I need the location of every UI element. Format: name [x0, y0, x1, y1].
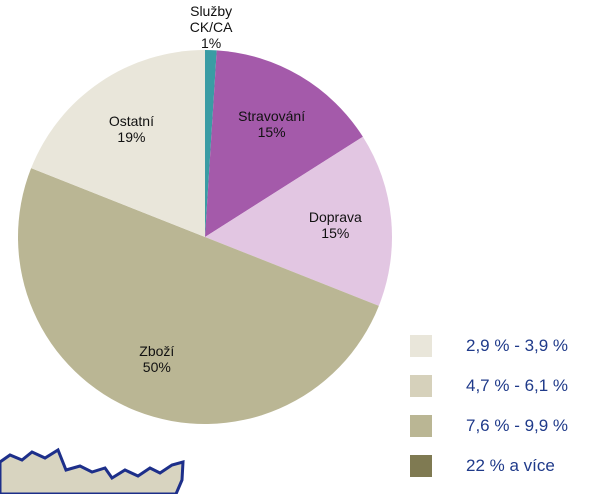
legend-swatch — [410, 375, 432, 397]
pie-slice — [17, 168, 379, 425]
slice-label: Ostatní 19% — [91, 113, 171, 145]
slice-name: Doprava — [308, 208, 362, 225]
legend-swatch — [410, 455, 432, 477]
slice-value: 15% — [321, 224, 350, 241]
slice-label: Stravování 15% — [232, 108, 312, 140]
slice-name: Služby CK/CA — [189, 3, 233, 36]
pie-slice — [205, 50, 217, 237]
legend-label: 7,6 % - 9,9 % — [466, 416, 569, 435]
legend-label: 4,7 % - 6,1 % — [466, 376, 569, 395]
legend-label: 2,9 % - 3,9 % — [466, 336, 569, 355]
slice-label: Doprava 15% — [295, 209, 375, 241]
pie-slice — [31, 50, 205, 237]
slice-value: 15% — [257, 124, 286, 141]
pie-slice — [205, 136, 392, 306]
pie-slice — [205, 50, 363, 237]
map-outline — [0, 447, 185, 494]
slice-name: Zboží — [139, 342, 175, 359]
slice-value: 19% — [117, 128, 146, 145]
slice-name: Ostatní — [108, 112, 154, 129]
slice-label: Služby CK/CA 1% — [186, 3, 236, 51]
legend-swatch — [410, 335, 432, 357]
legend-label: 22 % a více — [466, 456, 555, 475]
slice-label: Zboží 50% — [117, 343, 197, 375]
slice-name: Stravování — [238, 108, 306, 125]
slice-value: 50% — [142, 358, 171, 375]
legend-swatch — [410, 415, 432, 437]
slice-value: 1% — [201, 35, 222, 52]
